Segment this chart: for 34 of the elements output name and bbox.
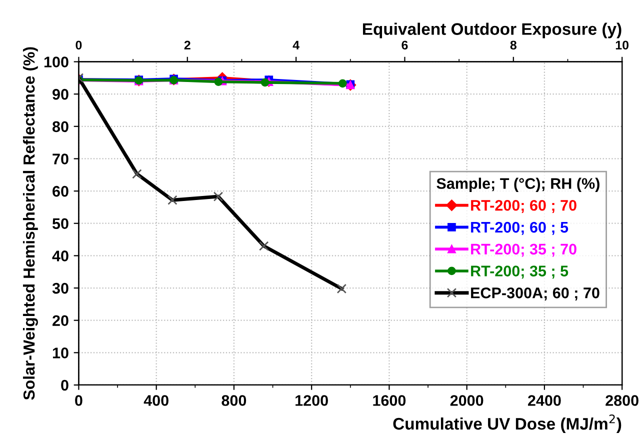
x2-tick-label: 4 [292,40,300,50]
x-tick-label: 400 [144,395,168,406]
x2-axis-title: Equivalent Outdoor Exposure (y) [363,22,622,38]
x2-tick-label: 6 [402,40,408,50]
y-tick-label: 100 [44,56,68,68]
y-tick-label: 80 [52,121,68,132]
x-tick-label: 0 [75,395,82,406]
y-tick-label: 60 [52,186,68,197]
y-tick-label: 20 [52,315,68,326]
y-axis-title: Solar-Weighted Hemispherical Reflectance (%) [22,47,38,400]
y-tick-label: 0 [61,380,68,391]
x2-tick-label: 0 [76,40,82,50]
y-tick-label: 30 [52,282,68,294]
y-tick-label: 70 [52,154,68,164]
legend-label: ECP-300A; 60 ; 70 [471,288,600,301]
x-tick-label: 1200 [296,395,328,406]
legend-label: RT-200; 60 ; 5 [471,222,568,235]
legend-label: RT-200; 35 ; 70 [471,244,576,257]
x2-tick-label: 8 [510,40,516,50]
y-tick-label: 90 [52,88,68,100]
x-axis-title: Cumulative UV Dose (MJ/m$^{2}$) [393,414,622,434]
legend-label: RT-200; 35 ; 5 [471,266,568,279]
y-tick-label: 50 [52,218,68,230]
x2-tick-label: 10 [616,40,629,50]
y-tick-label: 40 [52,250,68,262]
x-tick-label: 800 [222,395,246,406]
x-tick-label: 2000 [450,395,484,406]
y-tick-label: 10 [52,348,68,358]
x-tick-label: 2800 [606,395,638,406]
x2-tick-label: 2 [184,40,190,50]
x-tick-label: 2400 [528,395,561,406]
legend-title: Sample; T (°C); RH (%) [436,178,600,192]
x-tick-label: 1600 [373,395,406,406]
legend-label: RT-200; 60 ; 70 [471,200,576,214]
